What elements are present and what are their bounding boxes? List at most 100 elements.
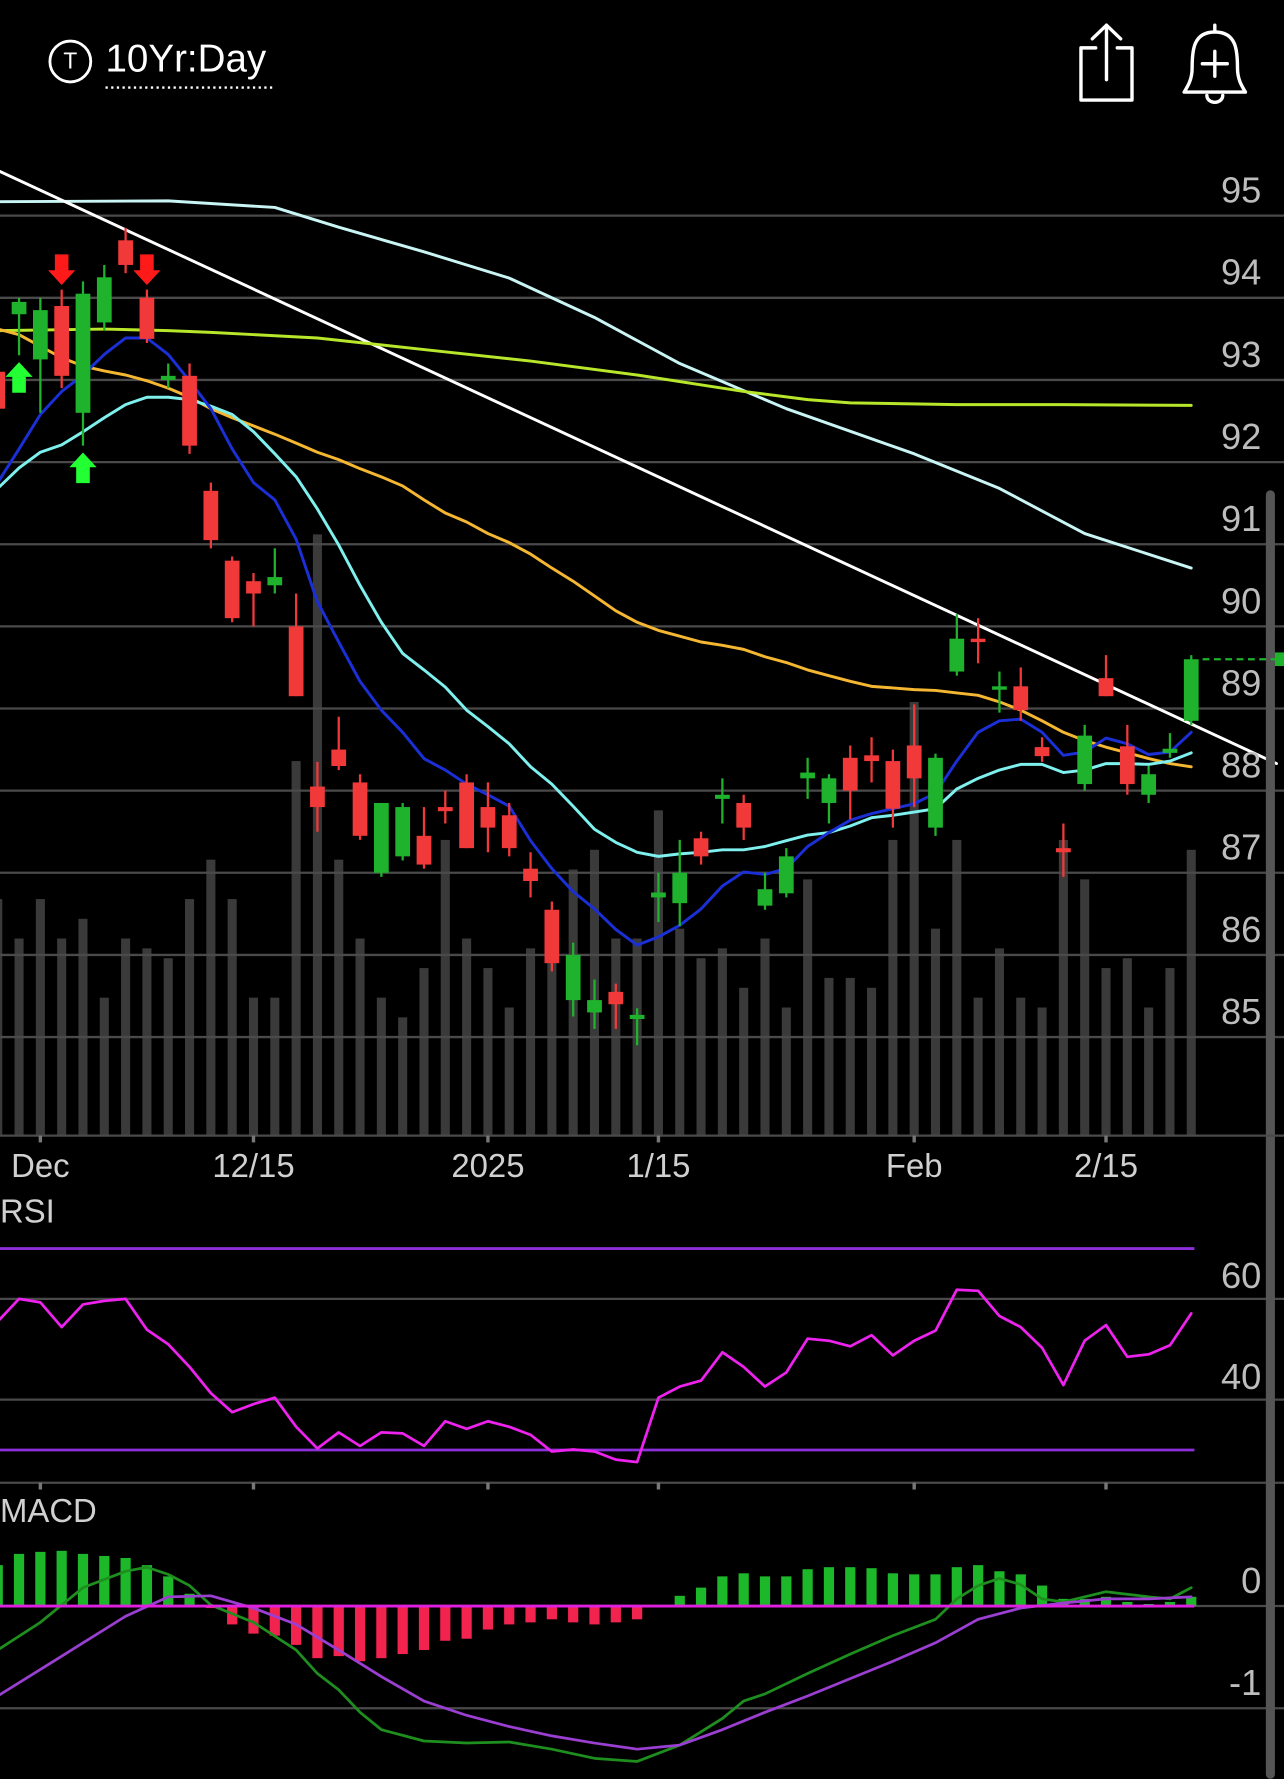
candle-body xyxy=(1162,748,1178,753)
candle-body xyxy=(800,772,815,779)
histogram-bar xyxy=(823,1567,835,1607)
candle-body xyxy=(651,892,666,898)
chart-title[interactable]: 10Yr:Day xyxy=(105,38,266,81)
share-arrow xyxy=(1090,23,1123,82)
candle-body xyxy=(182,375,197,446)
candle-body xyxy=(1013,686,1029,711)
y-tick-label: 0 xyxy=(1241,1560,1261,1601)
indicator-line xyxy=(0,1288,1193,1464)
volume-bar xyxy=(419,968,429,1136)
bell xyxy=(1182,23,1248,94)
volume-bar xyxy=(1186,849,1196,1136)
indicator-line xyxy=(0,327,1193,407)
price-panel xyxy=(0,169,1284,1136)
histogram-bar xyxy=(440,1606,451,1641)
indicator-line xyxy=(0,1565,1193,1763)
histogram-bar xyxy=(184,1593,195,1607)
volume-bar xyxy=(1037,1007,1047,1136)
candle-body xyxy=(480,807,496,828)
histogram-bar xyxy=(354,1606,366,1662)
candle-body xyxy=(0,371,6,409)
macd-panel xyxy=(0,1550,1284,1763)
candle-body xyxy=(267,577,283,586)
histogram-bar xyxy=(802,1569,813,1607)
histogram-bar xyxy=(1100,1596,1112,1607)
volume-bar xyxy=(312,534,322,1136)
histogram-bar xyxy=(333,1606,344,1657)
candle-body xyxy=(288,626,304,697)
candle-body xyxy=(246,581,261,594)
volume-bar xyxy=(696,958,706,1136)
volume-bar xyxy=(1144,1007,1154,1136)
y-tick-label: 90 xyxy=(1221,580,1261,621)
volume-bar xyxy=(952,839,962,1136)
histogram-bar xyxy=(461,1606,472,1639)
histogram-bar xyxy=(99,1555,110,1607)
candle-body xyxy=(523,868,538,882)
histogram-bar xyxy=(610,1606,621,1623)
histogram-bar xyxy=(1164,1601,1176,1607)
histogram-bar xyxy=(227,1606,238,1625)
volume-bar xyxy=(739,987,749,1136)
volume-bar xyxy=(888,839,898,1136)
volume-bar xyxy=(845,977,855,1136)
sell-signal xyxy=(133,254,161,286)
histogram-bar xyxy=(930,1574,941,1607)
volume-bar xyxy=(973,997,983,1136)
volume-bar xyxy=(376,997,386,1136)
volume-bar xyxy=(185,899,195,1136)
volume-bar xyxy=(163,958,173,1136)
candle-body xyxy=(992,686,1007,690)
volume-bar xyxy=(803,879,813,1136)
panel-title: MACD xyxy=(0,1492,97,1529)
histogram-bar xyxy=(717,1576,728,1607)
candle-body xyxy=(544,909,560,964)
volume-bar xyxy=(227,899,237,1136)
volume-bar xyxy=(1165,968,1175,1136)
x-tick-label: Dec xyxy=(11,1147,69,1184)
histogram-bar xyxy=(632,1606,643,1620)
candle-body xyxy=(310,786,325,808)
indicator-line xyxy=(0,1594,1193,1751)
histogram-bar xyxy=(951,1567,962,1607)
candle-body xyxy=(629,1014,645,1019)
histogram-bar xyxy=(759,1576,771,1607)
histogram-bar xyxy=(376,1606,387,1659)
candle-body xyxy=(395,807,411,857)
x-tick-label: 2/15 xyxy=(1074,1147,1138,1184)
candle-body xyxy=(842,757,858,791)
share-button[interactable] xyxy=(1079,23,1134,102)
volume-bar xyxy=(824,977,834,1136)
buy-signal xyxy=(5,362,33,393)
y-tick-label: 95 xyxy=(1221,170,1261,211)
histogram-bar xyxy=(1015,1574,1026,1607)
histogram-bar xyxy=(589,1606,600,1625)
candle-body xyxy=(928,757,943,828)
candle-body xyxy=(587,1000,602,1013)
candle-body xyxy=(75,293,91,413)
histogram-bar xyxy=(525,1606,536,1623)
volume-bar xyxy=(99,997,109,1136)
y-tick-label: 92 xyxy=(1221,416,1261,457)
candle-body xyxy=(565,954,581,1001)
histogram-bar xyxy=(1122,1601,1133,1607)
volume-bar xyxy=(526,948,536,1136)
candle-body xyxy=(1056,848,1071,853)
candle-body xyxy=(416,835,432,865)
histogram-bar xyxy=(866,1568,877,1607)
volume-bar xyxy=(653,810,663,1136)
volume-bar xyxy=(270,997,280,1136)
bell-plus xyxy=(1200,49,1229,78)
alert-button[interactable] xyxy=(1182,23,1248,104)
candle-body xyxy=(118,240,133,265)
volume-bar xyxy=(483,968,493,1136)
histogram-bar xyxy=(397,1606,408,1655)
candle-body xyxy=(459,782,474,849)
buy-signal xyxy=(69,452,97,484)
candle-body xyxy=(54,306,70,376)
volume-bar xyxy=(675,928,685,1136)
volume-bar xyxy=(1122,958,1132,1136)
histogram-bar xyxy=(163,1576,174,1607)
histogram-bar xyxy=(248,1606,259,1634)
